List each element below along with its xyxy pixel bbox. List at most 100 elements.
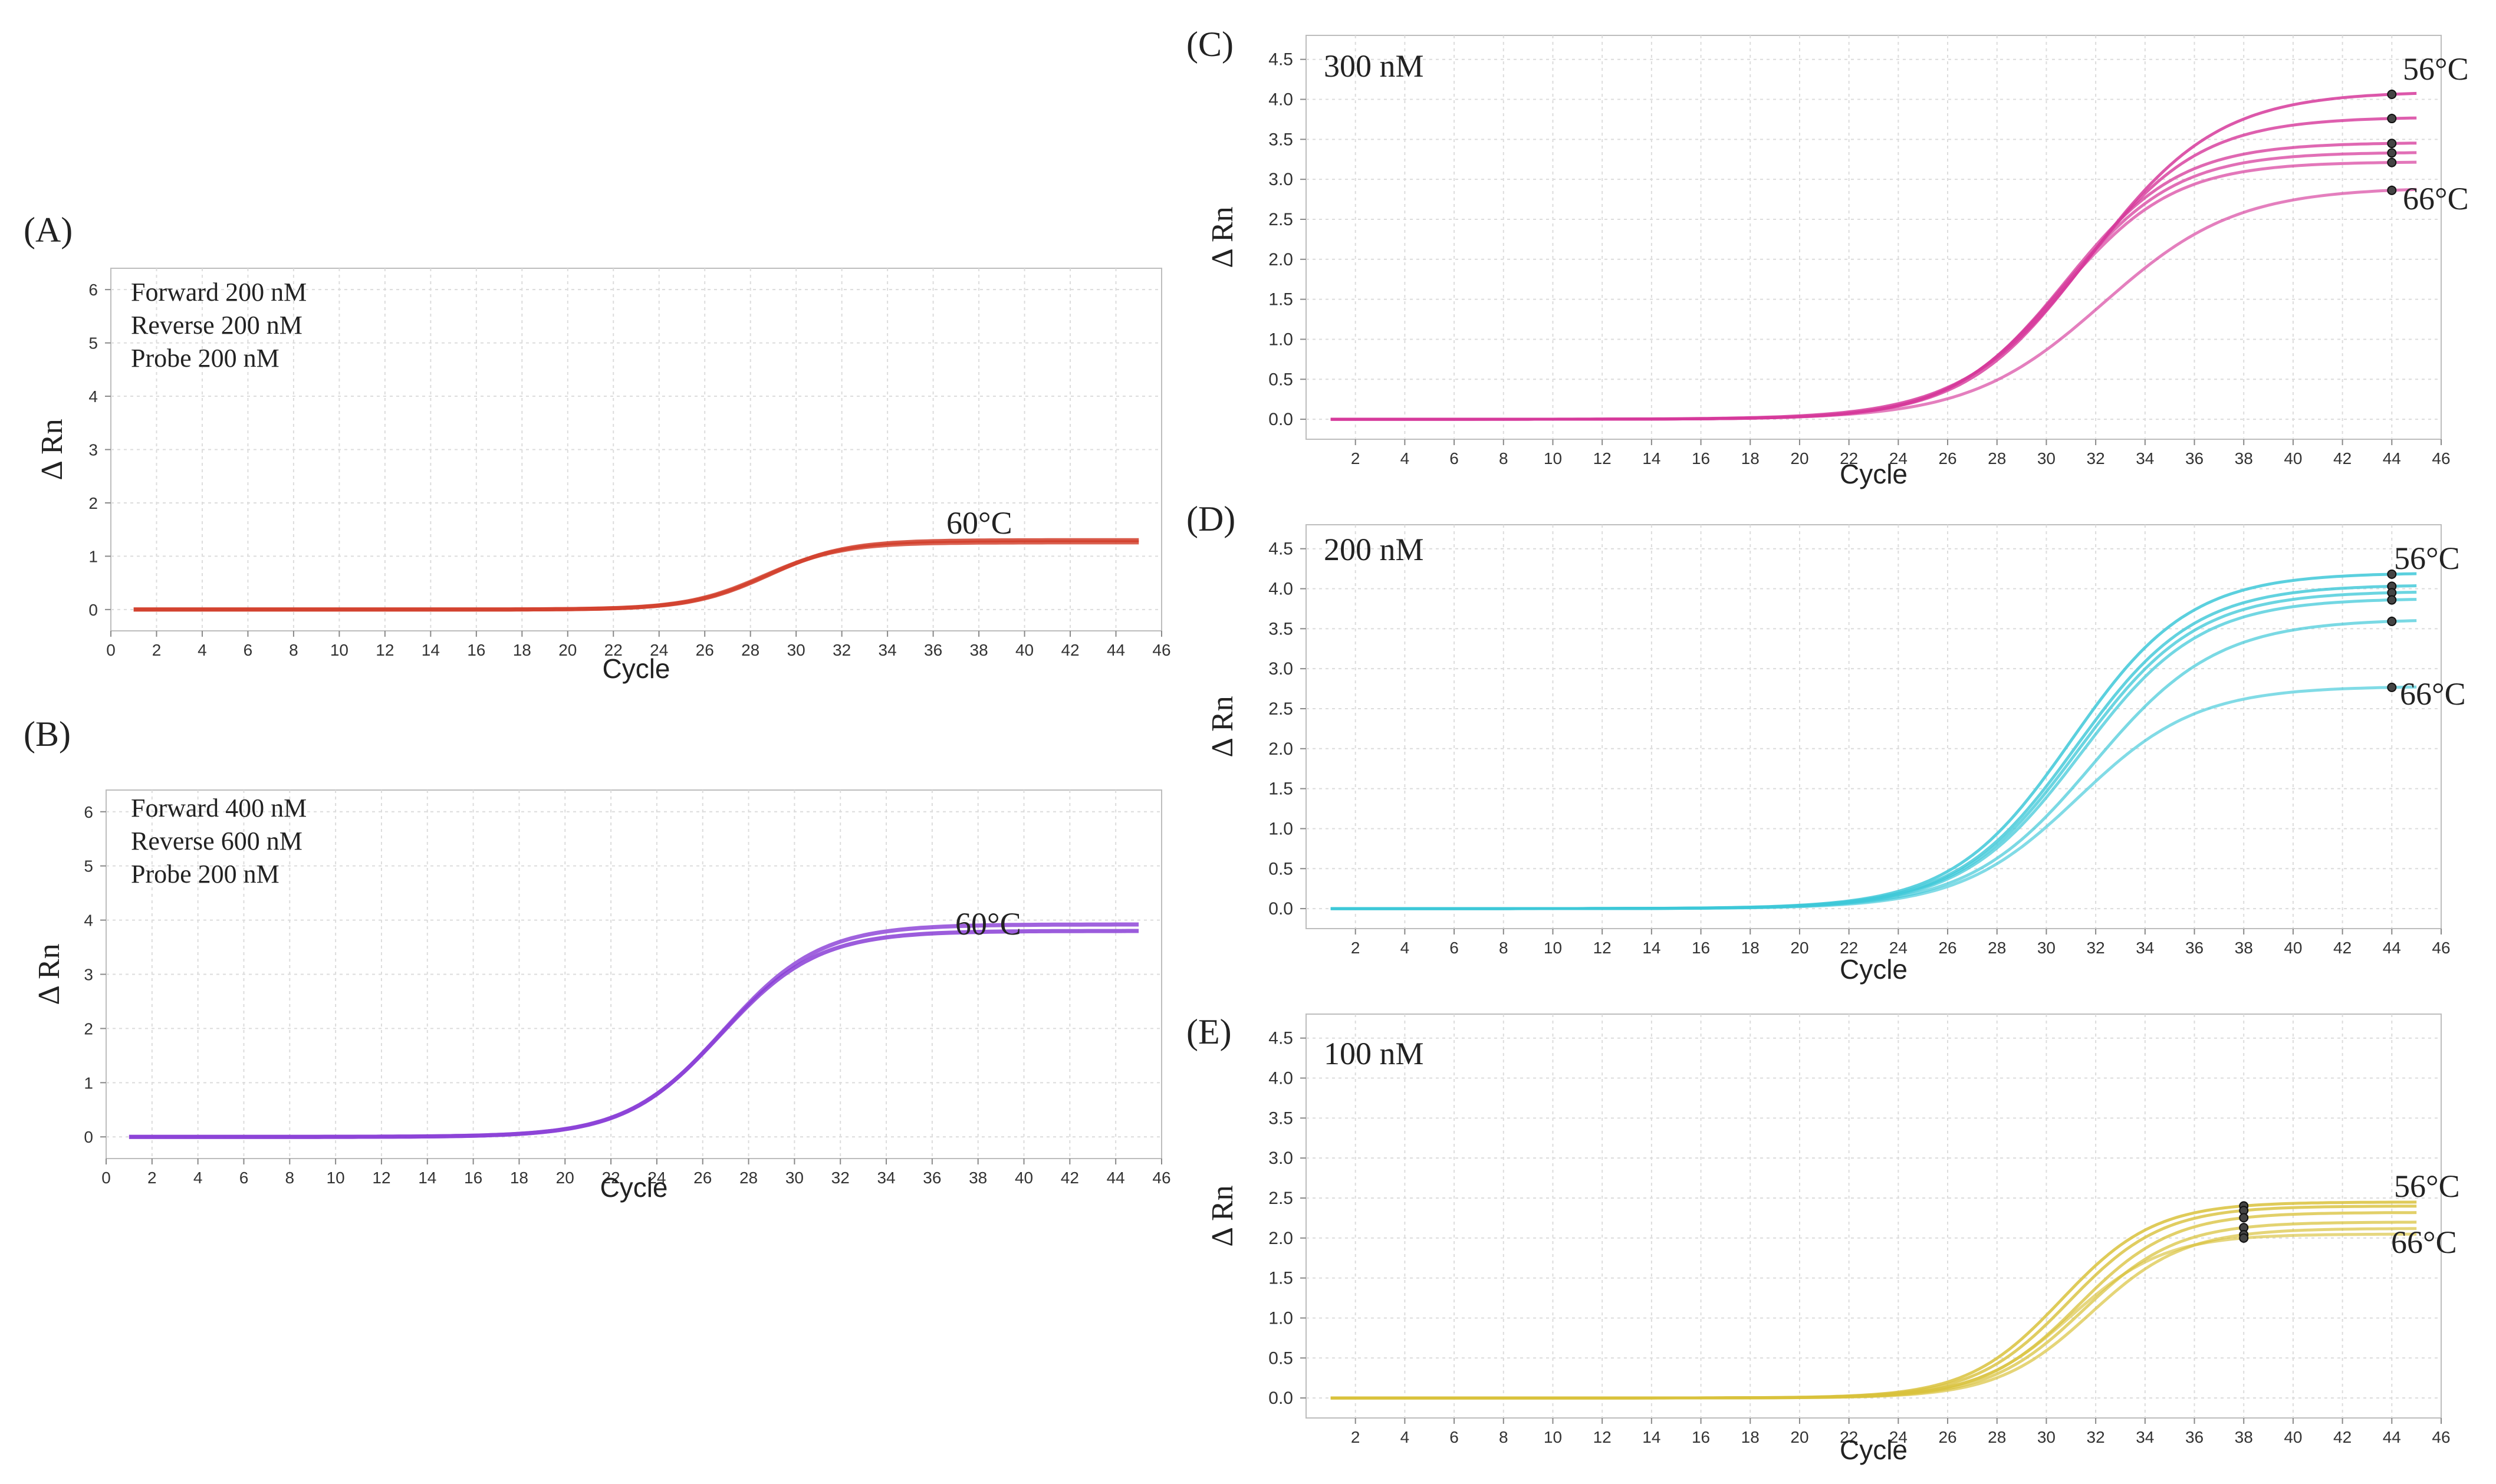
x-tick-label: 40: [2284, 1428, 2302, 1446]
temperature-label-top: 60°C: [946, 505, 1012, 541]
y-tick-label: 1.5: [1268, 290, 1293, 310]
x-tick-label: 10: [330, 641, 348, 659]
x-tick-label: 22: [1840, 939, 1858, 957]
x-tick-label: 26: [1938, 449, 1956, 468]
x-tick-label: 32: [2087, 449, 2105, 468]
x-tick-label: 38: [2235, 939, 2253, 957]
x-tick-label: 30: [787, 641, 805, 659]
x-tick-label: 38: [2235, 449, 2253, 468]
y-tick-label: 1.0: [1268, 330, 1293, 349]
x-tick-label: 4: [1400, 449, 1410, 468]
x-tick-label: 20: [1790, 449, 1808, 468]
endpoint-marker: [2387, 682, 2397, 692]
x-tick-label: 34: [877, 1169, 895, 1187]
temperature-label-top: 56°C: [2403, 51, 2469, 87]
temperature-label-top: 56°C: [2394, 541, 2460, 576]
endpoint-marker: [2387, 148, 2397, 158]
x-tick-label: 6: [1449, 449, 1459, 468]
x-tick-label: 14: [418, 1169, 436, 1187]
y-tick-label: 3.0: [1268, 170, 1293, 189]
x-tick-label: 18: [513, 641, 531, 659]
curves: [1330, 569, 2417, 910]
y-tick-label: 4.0: [1268, 90, 1293, 110]
x-tick-label: 44: [1107, 641, 1125, 659]
endpoint-marker: [2387, 616, 2397, 626]
x-tick-label: 14: [422, 641, 440, 659]
panel-c: (C)2 4 6 8 10 12 14 16 18 20 22 24 26 28 30 32 34 36 38 40 4…: [1186, 25, 2469, 489]
y-tick-label: 2: [84, 1019, 93, 1038]
panel-label: (C): [1186, 25, 1234, 64]
y-tick-label: 3: [88, 441, 98, 459]
y-tick-label: 4.5: [1268, 1029, 1293, 1048]
x-tick-label: 30: [2037, 939, 2056, 957]
y-tick-label: 0.5: [1268, 370, 1293, 389]
y-tick-label: 4.0: [1268, 580, 1293, 599]
x-axis-label: Cycle: [600, 1172, 667, 1203]
y-tick-label: 0.5: [1268, 859, 1293, 878]
x-tick-label: 22: [604, 641, 623, 659]
grid: [1306, 1014, 2441, 1418]
x-tick-label: 10: [1544, 939, 1562, 957]
x-tick-label: 46: [1152, 641, 1170, 659]
x-tick-label: 20: [558, 641, 577, 659]
x-tick-label: 2: [1351, 449, 1360, 468]
x-tick-label: 10: [327, 1169, 345, 1187]
x-tick-label: 28: [1988, 939, 2006, 957]
x-tick-label: 34: [2136, 1428, 2154, 1446]
endpoint-marker: [2387, 157, 2397, 167]
x-tick-label: 2: [147, 1169, 157, 1187]
curves: [129, 922, 1139, 1139]
x-tick-label: 20: [556, 1169, 574, 1187]
chart-title: 200 nM: [1324, 532, 1424, 567]
y-tick-label: 2.0: [1268, 739, 1293, 759]
x-tick-label: 16: [467, 641, 485, 659]
x-tick-label: 28: [1988, 1428, 2006, 1446]
x-tick-label: 34: [2136, 449, 2154, 468]
x-tick-label: 8: [1499, 449, 1508, 468]
temperature-label-bottom: 66°C: [2391, 1225, 2457, 1260]
y-tick-label: 0.0: [1268, 1388, 1293, 1408]
x-tick-label: 22: [1840, 449, 1858, 468]
endpoint-marker: [2387, 185, 2397, 195]
x-tick-label: 36: [2185, 939, 2204, 957]
y-tick-label: 1.0: [1268, 1308, 1293, 1328]
temperature-label-top: 60°C: [955, 906, 1021, 942]
x-tick-label: 16: [464, 1169, 482, 1187]
x-tick-label: 12: [1593, 1428, 1612, 1446]
x-tick-label: 40: [1015, 641, 1034, 659]
y-axis-label: Δ Rn: [1206, 696, 1239, 757]
amplification-curve: [1330, 187, 2417, 421]
condition-annotation: Reverse 600 nM: [131, 827, 302, 855]
x-tick-label: 42: [2333, 939, 2352, 957]
x-tick-label: 22: [1840, 1428, 1858, 1446]
x-tick-label: 44: [1107, 1169, 1125, 1187]
y-tick-label: 2: [88, 494, 98, 512]
x-tick-label: 30: [2037, 1428, 2056, 1446]
y-axis-label: Δ Rn: [1206, 1185, 1239, 1246]
x-tick-label: 24: [650, 641, 668, 659]
condition-annotation: Probe 200 nM: [131, 860, 279, 889]
y-axis-label: Δ Rn: [32, 943, 66, 1005]
y-tick-label: 5: [88, 334, 98, 353]
x-tick-label: 4: [193, 1169, 203, 1187]
y-tick-label: 0.0: [1268, 899, 1293, 919]
x-tick-label: 32: [2087, 1428, 2105, 1446]
x-tick-label: 14: [1642, 449, 1660, 468]
y-tick-label: 0: [88, 601, 98, 619]
x-tick-label: 4: [198, 641, 207, 659]
temperature-label-bottom: 66°C: [2403, 181, 2469, 216]
x-tick-label: 18: [1741, 939, 1760, 957]
x-tick-label: 18: [510, 1169, 528, 1187]
x-tick-label: 36: [923, 1169, 941, 1187]
x-tick-label: 42: [1061, 641, 1079, 659]
x-tick-label: 34: [879, 641, 897, 659]
x-tick-label: 12: [1593, 449, 1612, 468]
x-tick-label: 24: [1889, 449, 1908, 468]
x-tick-label: 8: [285, 1169, 295, 1187]
panel-e: (E)2 4 6 8 10 12 14 16 18 20 22 24 26 28 30 32 34 36 38 40 4…: [1186, 1012, 2460, 1465]
y-tick-label: 4: [88, 387, 98, 406]
x-tick-label: 40: [2284, 449, 2302, 468]
x-tick-label: 16: [1692, 449, 1710, 468]
x-tick-label: 38: [969, 1169, 987, 1187]
x-tick-label: 38: [970, 641, 988, 659]
